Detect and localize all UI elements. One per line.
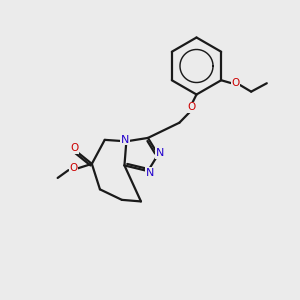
Text: O: O [232, 78, 240, 88]
Text: O: O [188, 102, 196, 112]
Text: N: N [121, 135, 129, 145]
Text: N: N [146, 168, 154, 178]
Text: N: N [156, 148, 164, 158]
Text: O: O [70, 143, 79, 153]
Text: O: O [69, 163, 77, 173]
